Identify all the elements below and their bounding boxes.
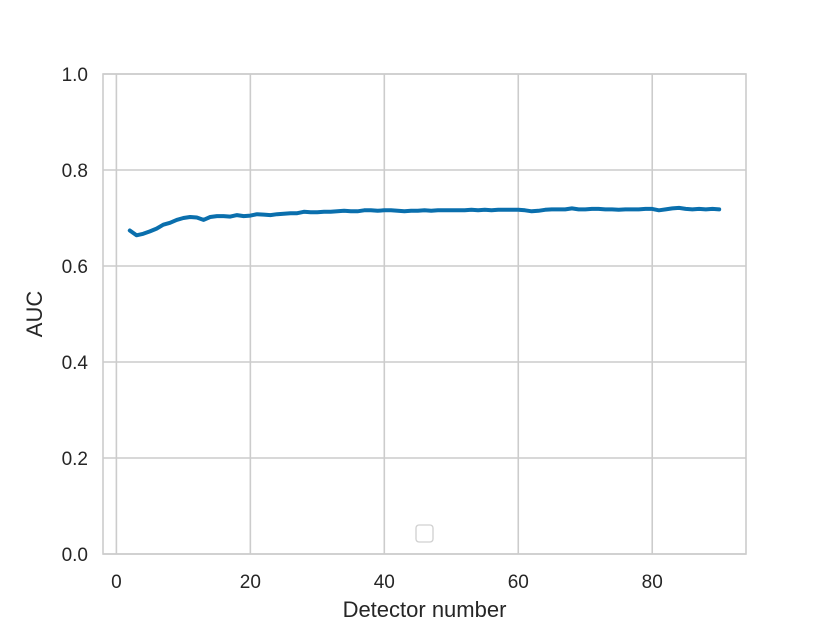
- y-tick-label: 0.2: [62, 449, 88, 470]
- empty-legend-box: [415, 524, 434, 543]
- x-axis-label: Detector number: [343, 597, 507, 622]
- x-tick-labels: 0 20 40 60 80: [111, 572, 663, 593]
- plot-background: [103, 74, 746, 554]
- x-tick-label: 80: [642, 572, 663, 593]
- y-tick-label: 0.0: [62, 545, 88, 566]
- series-layer: [127, 205, 722, 238]
- x-tick-label: 0: [111, 572, 122, 593]
- y-tick-label: 0.6: [62, 257, 88, 278]
- y-tick-label: 1.0: [62, 65, 88, 86]
- plot-frame: [102, 73, 747, 555]
- x-tick-label: 20: [240, 572, 261, 593]
- y-tick-label: 0.4: [62, 353, 89, 374]
- y-tick-labels: 0.0 0.2 0.4 0.6 0.8 1.0: [62, 65, 89, 566]
- auc-series-line: [127, 205, 722, 238]
- x-tick-label: 40: [374, 572, 395, 593]
- y-tick-label: 0.8: [62, 161, 88, 182]
- y-axis-label: AUC: [22, 291, 47, 338]
- x-tick-label: 60: [508, 572, 529, 593]
